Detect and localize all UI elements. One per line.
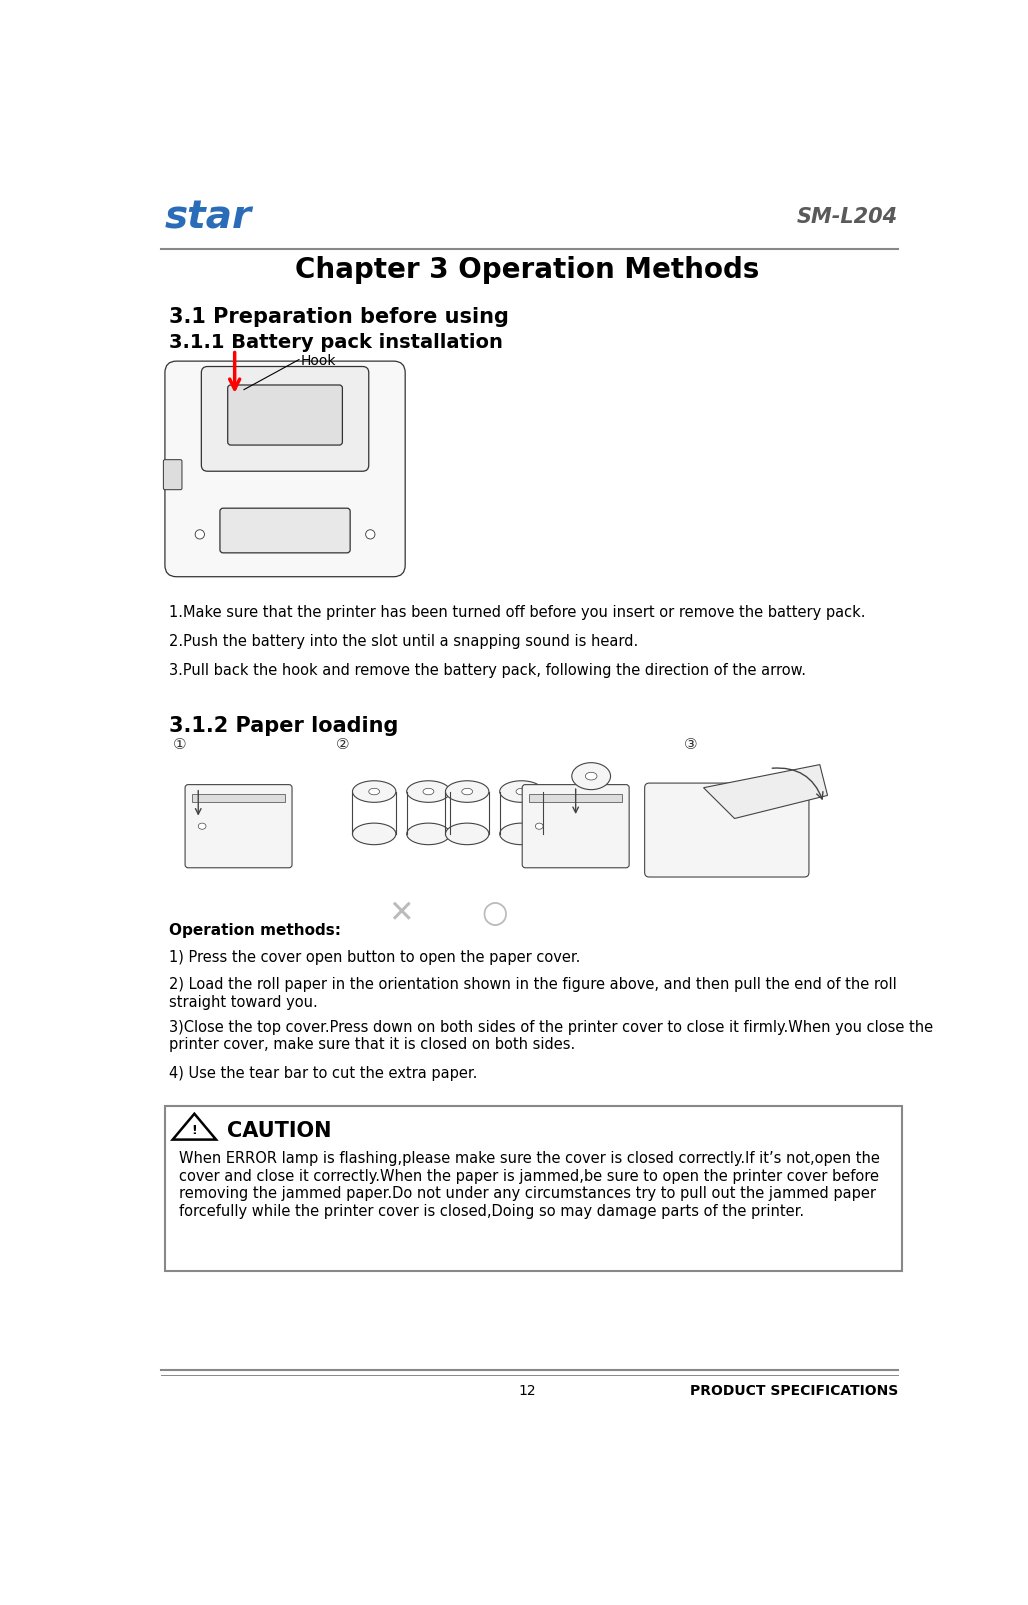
FancyBboxPatch shape bbox=[201, 368, 369, 472]
Ellipse shape bbox=[198, 823, 206, 830]
Text: 3.1.2 Paper loading: 3.1.2 Paper loading bbox=[169, 716, 398, 735]
FancyBboxPatch shape bbox=[220, 509, 351, 554]
Text: 12: 12 bbox=[518, 1382, 536, 1396]
Text: 3.Pull back the hook and remove the battery pack, following the direction of the: 3.Pull back the hook and remove the batt… bbox=[169, 663, 806, 677]
Text: 1.Make sure that the printer has been turned off before you insert or remove the: 1.Make sure that the printer has been tu… bbox=[169, 605, 866, 620]
Text: star: star bbox=[164, 199, 252, 236]
Ellipse shape bbox=[500, 823, 543, 846]
Text: ✕: ✕ bbox=[389, 899, 414, 928]
Text: 4) Use the tear bar to cut the extra paper.: 4) Use the tear bar to cut the extra pap… bbox=[169, 1066, 477, 1080]
FancyBboxPatch shape bbox=[185, 785, 292, 868]
Ellipse shape bbox=[407, 823, 450, 846]
Ellipse shape bbox=[423, 788, 434, 796]
Text: 3.1.1 Battery pack installation: 3.1.1 Battery pack installation bbox=[169, 332, 503, 351]
Text: !: ! bbox=[191, 1124, 197, 1136]
Text: ③: ③ bbox=[685, 737, 698, 751]
Bar bbox=[164, 1106, 902, 1271]
Text: PRODUCT SPECIFICATIONS: PRODUCT SPECIFICATIONS bbox=[690, 1382, 898, 1396]
Ellipse shape bbox=[585, 774, 597, 780]
Text: 3)Close the top cover.Press down on both sides of the printer cover to close it : 3)Close the top cover.Press down on both… bbox=[169, 1019, 933, 1051]
Text: 2.Push the battery into the slot until a snapping sound is heard.: 2.Push the battery into the slot until a… bbox=[169, 634, 638, 648]
Text: ②: ② bbox=[335, 737, 350, 751]
FancyBboxPatch shape bbox=[227, 385, 342, 446]
Text: Hook: Hook bbox=[300, 353, 336, 368]
Ellipse shape bbox=[353, 782, 396, 802]
Bar bbox=[529, 794, 622, 802]
Text: Chapter 3 Operation Methods: Chapter 3 Operation Methods bbox=[295, 255, 759, 284]
FancyBboxPatch shape bbox=[645, 783, 809, 878]
Ellipse shape bbox=[195, 530, 205, 539]
Text: When ERROR lamp is flashing,please make sure the cover is closed correctly.If it: When ERROR lamp is flashing,please make … bbox=[179, 1151, 880, 1218]
Ellipse shape bbox=[353, 823, 396, 846]
Ellipse shape bbox=[516, 788, 526, 796]
Ellipse shape bbox=[369, 788, 379, 796]
Text: ①: ① bbox=[173, 737, 186, 751]
Text: CAUTION: CAUTION bbox=[227, 1120, 331, 1140]
Text: 2) Load the roll paper in the orientation shown in the figure above, and then pu: 2) Load the roll paper in the orientatio… bbox=[169, 977, 896, 1010]
Polygon shape bbox=[173, 1114, 216, 1140]
Ellipse shape bbox=[500, 782, 543, 802]
Ellipse shape bbox=[536, 823, 543, 830]
Text: SM-L204: SM-L204 bbox=[797, 207, 898, 226]
Ellipse shape bbox=[445, 782, 489, 802]
Ellipse shape bbox=[572, 764, 611, 790]
Text: ○: ○ bbox=[481, 899, 508, 928]
Text: Operation methods:: Operation methods: bbox=[169, 923, 341, 937]
Ellipse shape bbox=[407, 782, 450, 802]
Ellipse shape bbox=[445, 823, 489, 846]
Bar bbox=[192, 794, 285, 802]
Text: 1) Press the cover open button to open the paper cover.: 1) Press the cover open button to open t… bbox=[169, 950, 580, 965]
Ellipse shape bbox=[462, 788, 473, 796]
FancyBboxPatch shape bbox=[522, 785, 629, 868]
Ellipse shape bbox=[366, 530, 375, 539]
FancyBboxPatch shape bbox=[164, 361, 405, 578]
Polygon shape bbox=[703, 766, 828, 819]
Text: 3.1 Preparation before using: 3.1 Preparation before using bbox=[169, 307, 509, 326]
FancyBboxPatch shape bbox=[163, 461, 182, 491]
